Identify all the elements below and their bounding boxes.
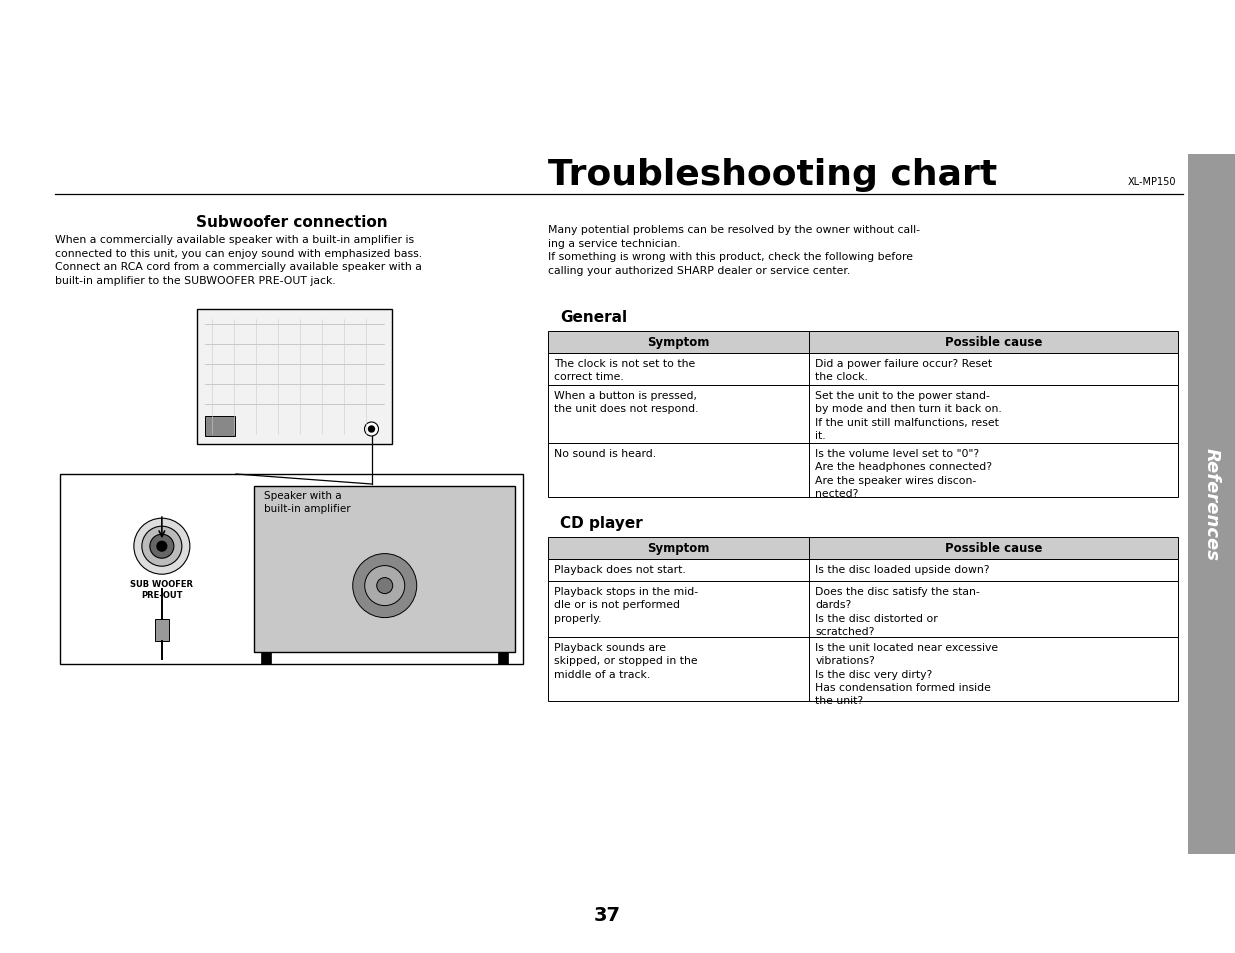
Text: General: General	[559, 310, 627, 325]
Bar	[262, 652, 272, 664]
Text: XL-MP150: XL-MP150	[1128, 177, 1176, 187]
Text: The clock is not set to the
correct time.: The clock is not set to the correct time…	[555, 358, 695, 382]
Text: Speaker with a
built-in amplifier: Speaker with a built-in amplifier	[264, 491, 351, 514]
Text: Playback stops in the mid-
dle or is not performed
properly.: Playback stops in the mid- dle or is not…	[555, 586, 698, 623]
Bar	[548, 386, 1178, 443]
Text: Symptom: Symptom	[647, 336, 710, 349]
Text: Playback does not start.: Playback does not start.	[555, 564, 685, 575]
Text: Symptom: Symptom	[647, 542, 710, 555]
Text: 37: 37	[594, 905, 621, 924]
Bar	[196, 310, 391, 444]
Text: When a button is pressed,
the unit does not respond.: When a button is pressed, the unit does …	[555, 391, 699, 414]
Text: SUB WOOFER
PRE-OUT: SUB WOOFER PRE-OUT	[131, 579, 194, 599]
Text: Possible cause: Possible cause	[945, 542, 1042, 555]
Bar	[61, 475, 522, 664]
Text: Possible cause: Possible cause	[945, 336, 1042, 349]
Bar	[254, 486, 515, 652]
Text: Subwoofer connection: Subwoofer connection	[195, 214, 388, 230]
Circle shape	[157, 541, 167, 552]
Circle shape	[149, 535, 174, 558]
Text: Is the disc loaded upside down?: Is the disc loaded upside down?	[815, 564, 990, 575]
Circle shape	[377, 578, 393, 594]
Circle shape	[142, 527, 182, 567]
Circle shape	[364, 566, 405, 606]
Bar	[154, 619, 169, 641]
Bar	[548, 332, 1178, 354]
Circle shape	[353, 554, 416, 618]
Text: Did a power failure occur? Reset
the clock.: Did a power failure occur? Reset the clo…	[815, 358, 993, 382]
Text: Is the volume level set to "0"?
Are the headphones connected?
Are the speaker wi: Is the volume level set to "0"? Are the …	[815, 449, 993, 498]
Text: Troubleshooting chart: Troubleshooting chart	[548, 158, 997, 192]
Text: CD player: CD player	[559, 516, 642, 531]
Bar	[205, 416, 235, 436]
Text: Set the unit to the power stand-
by mode and then turn it back on.
If the unit s: Set the unit to the power stand- by mode…	[815, 391, 1002, 440]
Circle shape	[364, 422, 378, 436]
Bar	[548, 537, 1178, 559]
Circle shape	[133, 518, 190, 575]
Text: Does the disc satisfy the stan-
dards?
Is the disc distorted or
scratched?: Does the disc satisfy the stan- dards? I…	[815, 586, 981, 637]
Text: Playback sounds are
skipped, or stopped in the
middle of a track.: Playback sounds are skipped, or stopped …	[555, 642, 698, 679]
Text: No sound is heard.: No sound is heard.	[555, 449, 656, 458]
Text: References: References	[1203, 448, 1220, 561]
Bar	[548, 638, 1178, 701]
Bar	[548, 354, 1178, 386]
Circle shape	[368, 427, 374, 433]
Bar	[548, 581, 1178, 638]
Text: When a commercially available speaker with a built-in amplifier is
connected to : When a commercially available speaker wi…	[56, 234, 422, 286]
Bar	[1188, 154, 1235, 854]
Bar	[548, 443, 1178, 497]
Text: Is the unit located near excessive
vibrations?
Is the disc very dirty?
Has conde: Is the unit located near excessive vibra…	[815, 642, 999, 706]
Bar	[548, 559, 1178, 581]
Text: Many potential problems can be resolved by the owner without call-
ing a service: Many potential problems can be resolved …	[548, 225, 920, 275]
Bar	[498, 652, 508, 664]
